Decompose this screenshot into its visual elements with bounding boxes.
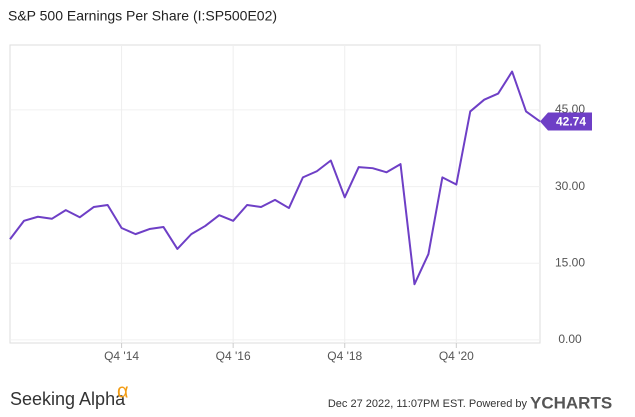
chart-title: S&P 500 Earnings Per Share (I:SP500E02) xyxy=(8,8,277,24)
timestamp: Dec 27 2022, 11:07PM EST. Powered by xyxy=(328,398,528,410)
last-value-badge xyxy=(540,112,592,131)
x-tick-label: Q4 '14 xyxy=(104,349,139,363)
plot-area xyxy=(9,44,541,344)
brand: Seeking Alpha xyxy=(10,389,126,409)
x-tick-label: Q4 '20 xyxy=(439,349,474,363)
brand-symbol: α xyxy=(117,380,129,402)
last-value-label: 42.74 xyxy=(556,115,586,129)
line xyxy=(9,70,541,286)
y-tick-label: 30.00 xyxy=(555,179,585,193)
provider: YCHARTS xyxy=(530,393,612,412)
x-tick-label: Q4 '16 xyxy=(216,349,251,363)
x-tick-label: Q4 '18 xyxy=(327,349,362,363)
y-tick-label: 15.00 xyxy=(555,255,585,269)
y-tick-label: 0.00 xyxy=(558,332,582,346)
